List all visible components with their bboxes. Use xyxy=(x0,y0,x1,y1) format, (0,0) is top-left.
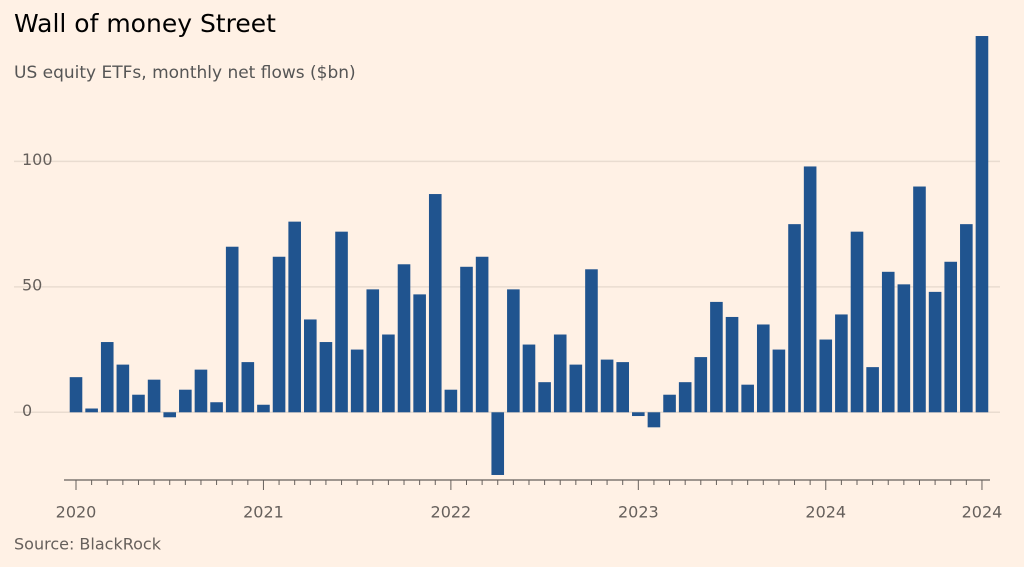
bar xyxy=(850,231,864,413)
bar xyxy=(319,342,333,413)
bar xyxy=(241,362,255,413)
x-tick-label: 2020 xyxy=(56,503,97,522)
bar xyxy=(194,369,208,413)
y-tick-label: 50 xyxy=(22,275,42,294)
bar xyxy=(678,382,692,413)
bar xyxy=(522,344,536,413)
bar xyxy=(866,367,879,413)
bar xyxy=(881,271,895,413)
bar xyxy=(257,404,270,413)
bar xyxy=(819,339,833,413)
bar xyxy=(569,364,583,413)
bar xyxy=(788,224,801,413)
bar xyxy=(647,412,661,428)
bar xyxy=(475,256,489,413)
bar xyxy=(444,389,458,413)
bar xyxy=(507,289,520,413)
bar xyxy=(225,246,239,413)
bar xyxy=(350,349,364,413)
bar xyxy=(725,316,739,413)
bar xyxy=(553,334,567,413)
bar xyxy=(428,194,442,413)
y-tick-label: 100 xyxy=(22,150,53,169)
bar xyxy=(616,362,629,413)
bar xyxy=(147,379,161,413)
bar xyxy=(413,294,426,413)
bar xyxy=(179,389,192,413)
x-tick-label: 2023 xyxy=(618,503,659,522)
bar xyxy=(335,231,348,413)
bar xyxy=(960,224,973,413)
x-tick-label: 2022 xyxy=(431,503,472,522)
bar xyxy=(632,412,645,417)
bar xyxy=(163,412,177,418)
bar xyxy=(710,301,723,413)
bar xyxy=(944,261,958,413)
bar xyxy=(913,186,926,413)
chart-title: Wall of money Street xyxy=(14,9,276,38)
bar xyxy=(928,291,942,413)
bar xyxy=(975,36,989,413)
bar xyxy=(460,266,473,413)
y-tick-label: 0 xyxy=(22,401,32,420)
bar xyxy=(304,319,317,413)
chart-subtitle: US equity ETFs, monthly net flows ($bn) xyxy=(14,63,356,83)
bar xyxy=(132,394,145,413)
x-tick-label: 2021 xyxy=(243,503,284,522)
bar xyxy=(85,408,98,413)
bar xyxy=(585,269,598,413)
bar xyxy=(756,324,770,413)
bar xyxy=(397,264,411,413)
bar xyxy=(69,377,83,413)
source: Source: BlackRock xyxy=(14,535,162,554)
bar xyxy=(100,342,114,413)
bar xyxy=(897,284,911,413)
x-tick-label: 2024 xyxy=(805,503,846,522)
bar xyxy=(210,402,223,413)
bar xyxy=(116,364,130,413)
bar xyxy=(538,382,551,413)
bar xyxy=(741,384,754,413)
bar xyxy=(694,357,708,413)
x-tick-label: 2024 xyxy=(962,503,1003,522)
bar xyxy=(663,394,676,413)
bar xyxy=(288,221,301,413)
bar xyxy=(382,334,395,413)
bar xyxy=(272,256,286,413)
bar xyxy=(803,166,817,413)
bar xyxy=(772,349,786,413)
bar xyxy=(366,289,380,413)
bar xyxy=(835,314,848,413)
bar xyxy=(491,412,505,475)
bar xyxy=(600,359,614,413)
